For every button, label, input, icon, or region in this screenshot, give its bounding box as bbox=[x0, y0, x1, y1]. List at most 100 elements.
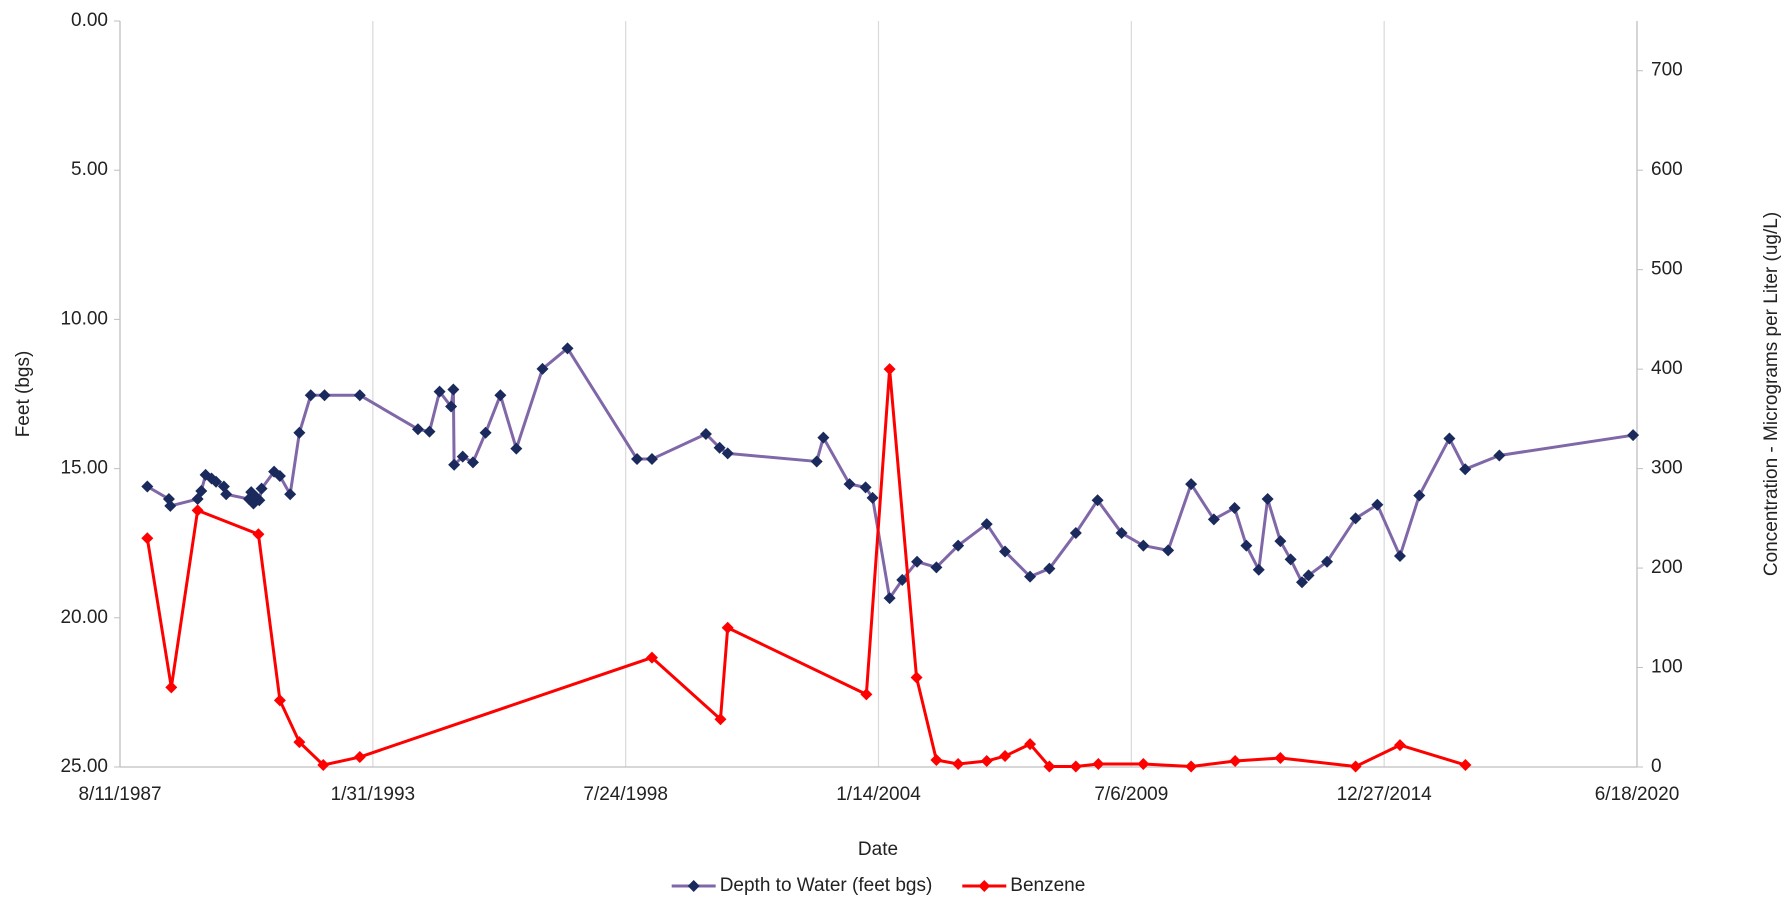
marker bbox=[952, 539, 965, 552]
marker bbox=[141, 532, 154, 545]
x-tick-label: 6/18/2020 bbox=[1595, 784, 1680, 805]
marker bbox=[1413, 489, 1426, 502]
x-tick-label: 7/6/2009 bbox=[1094, 784, 1168, 805]
x-tick-label: 12/27/2014 bbox=[1337, 784, 1433, 805]
marker bbox=[423, 425, 436, 438]
marker bbox=[353, 751, 366, 764]
marker bbox=[1091, 494, 1104, 507]
marker bbox=[445, 400, 458, 413]
marker bbox=[999, 750, 1012, 763]
marker bbox=[883, 592, 896, 605]
marker bbox=[448, 458, 461, 471]
y-tick-label: 15.00 bbox=[60, 458, 108, 479]
legend-marker bbox=[978, 880, 991, 892]
marker bbox=[510, 442, 523, 455]
marker bbox=[1393, 739, 1406, 752]
legend-label: Benzene bbox=[1010, 875, 1085, 896]
marker bbox=[1493, 449, 1506, 462]
marker bbox=[141, 480, 154, 493]
y2-tick-label: 300 bbox=[1651, 458, 1683, 479]
marker bbox=[1185, 760, 1198, 773]
marker bbox=[721, 621, 734, 634]
marker bbox=[220, 488, 233, 501]
marker bbox=[980, 518, 993, 531]
marker bbox=[896, 573, 909, 586]
marker bbox=[411, 423, 424, 436]
marker bbox=[714, 713, 727, 726]
marker bbox=[1459, 463, 1472, 476]
marker bbox=[1443, 432, 1456, 445]
marker bbox=[1185, 478, 1198, 491]
y2-tick-label: 400 bbox=[1651, 358, 1683, 379]
marker bbox=[631, 453, 644, 466]
marker bbox=[353, 389, 366, 402]
marker bbox=[1627, 429, 1640, 442]
y-tick-label: 10.00 bbox=[60, 308, 108, 329]
marker bbox=[911, 555, 924, 568]
marker bbox=[1162, 544, 1175, 557]
marker bbox=[1069, 527, 1082, 540]
y2-tick-label: 700 bbox=[1651, 60, 1683, 81]
marker bbox=[1459, 759, 1472, 772]
y-tick-label: 5.00 bbox=[71, 159, 108, 180]
y-tick-label: 0.00 bbox=[71, 10, 108, 31]
marker bbox=[318, 389, 331, 402]
marker bbox=[494, 389, 507, 402]
marker bbox=[1229, 755, 1242, 768]
marker bbox=[293, 736, 306, 749]
y2-tick-label: 500 bbox=[1651, 259, 1683, 280]
x-tick-label: 8/11/1987 bbox=[78, 784, 161, 805]
y2-tick-label: 200 bbox=[1651, 557, 1683, 578]
marker bbox=[284, 488, 297, 501]
marker bbox=[1115, 527, 1128, 540]
marker bbox=[859, 481, 872, 494]
marker bbox=[466, 456, 479, 469]
marker bbox=[721, 447, 734, 460]
y-tick-label: 25.00 bbox=[60, 756, 108, 777]
marker bbox=[561, 342, 574, 355]
marker bbox=[1137, 539, 1150, 552]
marker bbox=[1274, 752, 1287, 765]
marker bbox=[1240, 539, 1253, 552]
y2-axis-title: Concentration - Micrograms per Liter (ug… bbox=[1761, 212, 1782, 576]
legend-marker bbox=[687, 880, 700, 892]
x-axis-title: Date bbox=[858, 839, 898, 860]
marker bbox=[645, 453, 658, 466]
marker bbox=[1274, 535, 1287, 548]
x-tick-label: 7/24/1998 bbox=[583, 784, 668, 805]
marker bbox=[1137, 758, 1150, 771]
x-tick-label: 1/14/2004 bbox=[836, 784, 921, 805]
marker bbox=[930, 561, 943, 574]
marker bbox=[293, 426, 306, 439]
y-tick-label: 20.00 bbox=[60, 607, 108, 628]
y2-tick-label: 600 bbox=[1651, 159, 1683, 180]
marker bbox=[195, 484, 208, 497]
marker bbox=[817, 431, 830, 444]
series-line bbox=[145, 367, 1466, 769]
marker bbox=[1321, 555, 1334, 568]
marker bbox=[1069, 760, 1082, 773]
marker bbox=[191, 504, 204, 517]
marker bbox=[317, 759, 330, 772]
marker bbox=[304, 389, 317, 402]
marker bbox=[699, 427, 712, 440]
marker bbox=[645, 651, 658, 664]
y2-tick-label: 0 bbox=[1651, 756, 1662, 777]
marker bbox=[210, 475, 223, 488]
marker bbox=[164, 499, 177, 512]
marker bbox=[479, 426, 492, 439]
marker bbox=[1295, 576, 1308, 589]
marker bbox=[866, 491, 879, 504]
marker bbox=[1349, 512, 1362, 525]
marker bbox=[1228, 501, 1241, 514]
marker bbox=[883, 363, 896, 376]
marker bbox=[1252, 563, 1265, 576]
marker bbox=[253, 494, 266, 507]
marker bbox=[713, 441, 726, 454]
marker bbox=[1261, 493, 1274, 506]
marker bbox=[1043, 562, 1056, 575]
marker bbox=[447, 383, 460, 396]
marker bbox=[433, 385, 446, 398]
marker bbox=[1349, 760, 1362, 773]
